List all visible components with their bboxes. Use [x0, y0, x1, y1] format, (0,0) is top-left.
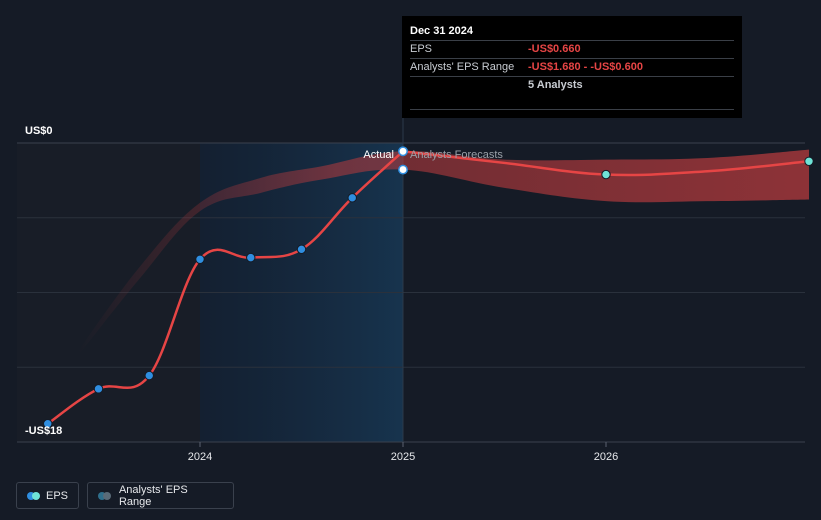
eps-actual-point-0 [43, 419, 53, 429]
tooltip-key-range: Analysts' EPS Range [410, 61, 515, 73]
eps-tooltip: Dec 31 2024 EPS -US$0.660 Analysts' EPS … [402, 16, 742, 118]
legend-range-label: Analysts' EPS Range [118, 483, 188, 508]
actual-region-label: Actual [363, 149, 394, 161]
eps-actual-point-3 [195, 254, 205, 264]
tooltip-key-analysts [410, 77, 528, 94]
tooltip-row-eps: EPS -US$0.660 [410, 41, 734, 59]
forecast-region-label: Analysts Forecasts [410, 149, 503, 161]
eps-actual-line [47, 150, 404, 425]
x-tick-label-2024: 2024 [188, 451, 212, 463]
eps-forecast-point-3 [804, 156, 814, 166]
legend-range-button[interactable]: Analysts' EPS Range [87, 482, 234, 509]
eps-actual-point-6 [347, 193, 357, 203]
legend-eps-label: EPS [45, 489, 68, 502]
range-legend-dot-a [98, 491, 106, 500]
x-tick-label-2025: 2025 [391, 451, 415, 463]
range-legend-dot-b [103, 491, 111, 500]
eps-actual-point-1 [93, 384, 104, 394]
legend-eps-button[interactable]: EPS [16, 482, 79, 509]
tooltip-value-analysts: 5 Analysts [528, 79, 583, 91]
eps-legend-dot-forecast [32, 491, 40, 500]
x-tick-label-2026: 2026 [594, 451, 618, 463]
eps-actual-point-2 [144, 370, 154, 381]
tooltip-row-analysts: 5 Analysts [410, 77, 734, 94]
eps-legend-icon [27, 491, 40, 500]
tooltip-date: Dec 31 2024 [410, 23, 734, 41]
tooltip-divider [410, 109, 734, 110]
eps-chart: 2024 2025 2026 US$0 -US$18 Actual Analysts For… [17, 115, 814, 463]
tooltip-row-range: Analysts' EPS Range -US$1.680 - -US$0.60… [410, 59, 734, 77]
eps-forecast-point-2 [601, 169, 611, 180]
range-legend-icon [98, 491, 112, 500]
tooltip-key-eps: EPS [410, 43, 433, 55]
analysts-eps-range-band [78, 149, 809, 356]
eps-actual-point-5 [296, 244, 307, 255]
y-axis-label-top: US$0 [25, 125, 53, 137]
eps-actual-point-4 [246, 252, 256, 263]
highlight-point-1 [398, 164, 408, 175]
eps-legend-dot-actual [27, 491, 35, 500]
tooltip-value-range: -US$1.680 - -US$0.600 [528, 61, 643, 73]
tooltip-value-eps: -US$0.660 [528, 43, 581, 55]
y-axis-label-bottom: -US$18 [25, 425, 62, 437]
highlight-point-0 [398, 146, 408, 157]
